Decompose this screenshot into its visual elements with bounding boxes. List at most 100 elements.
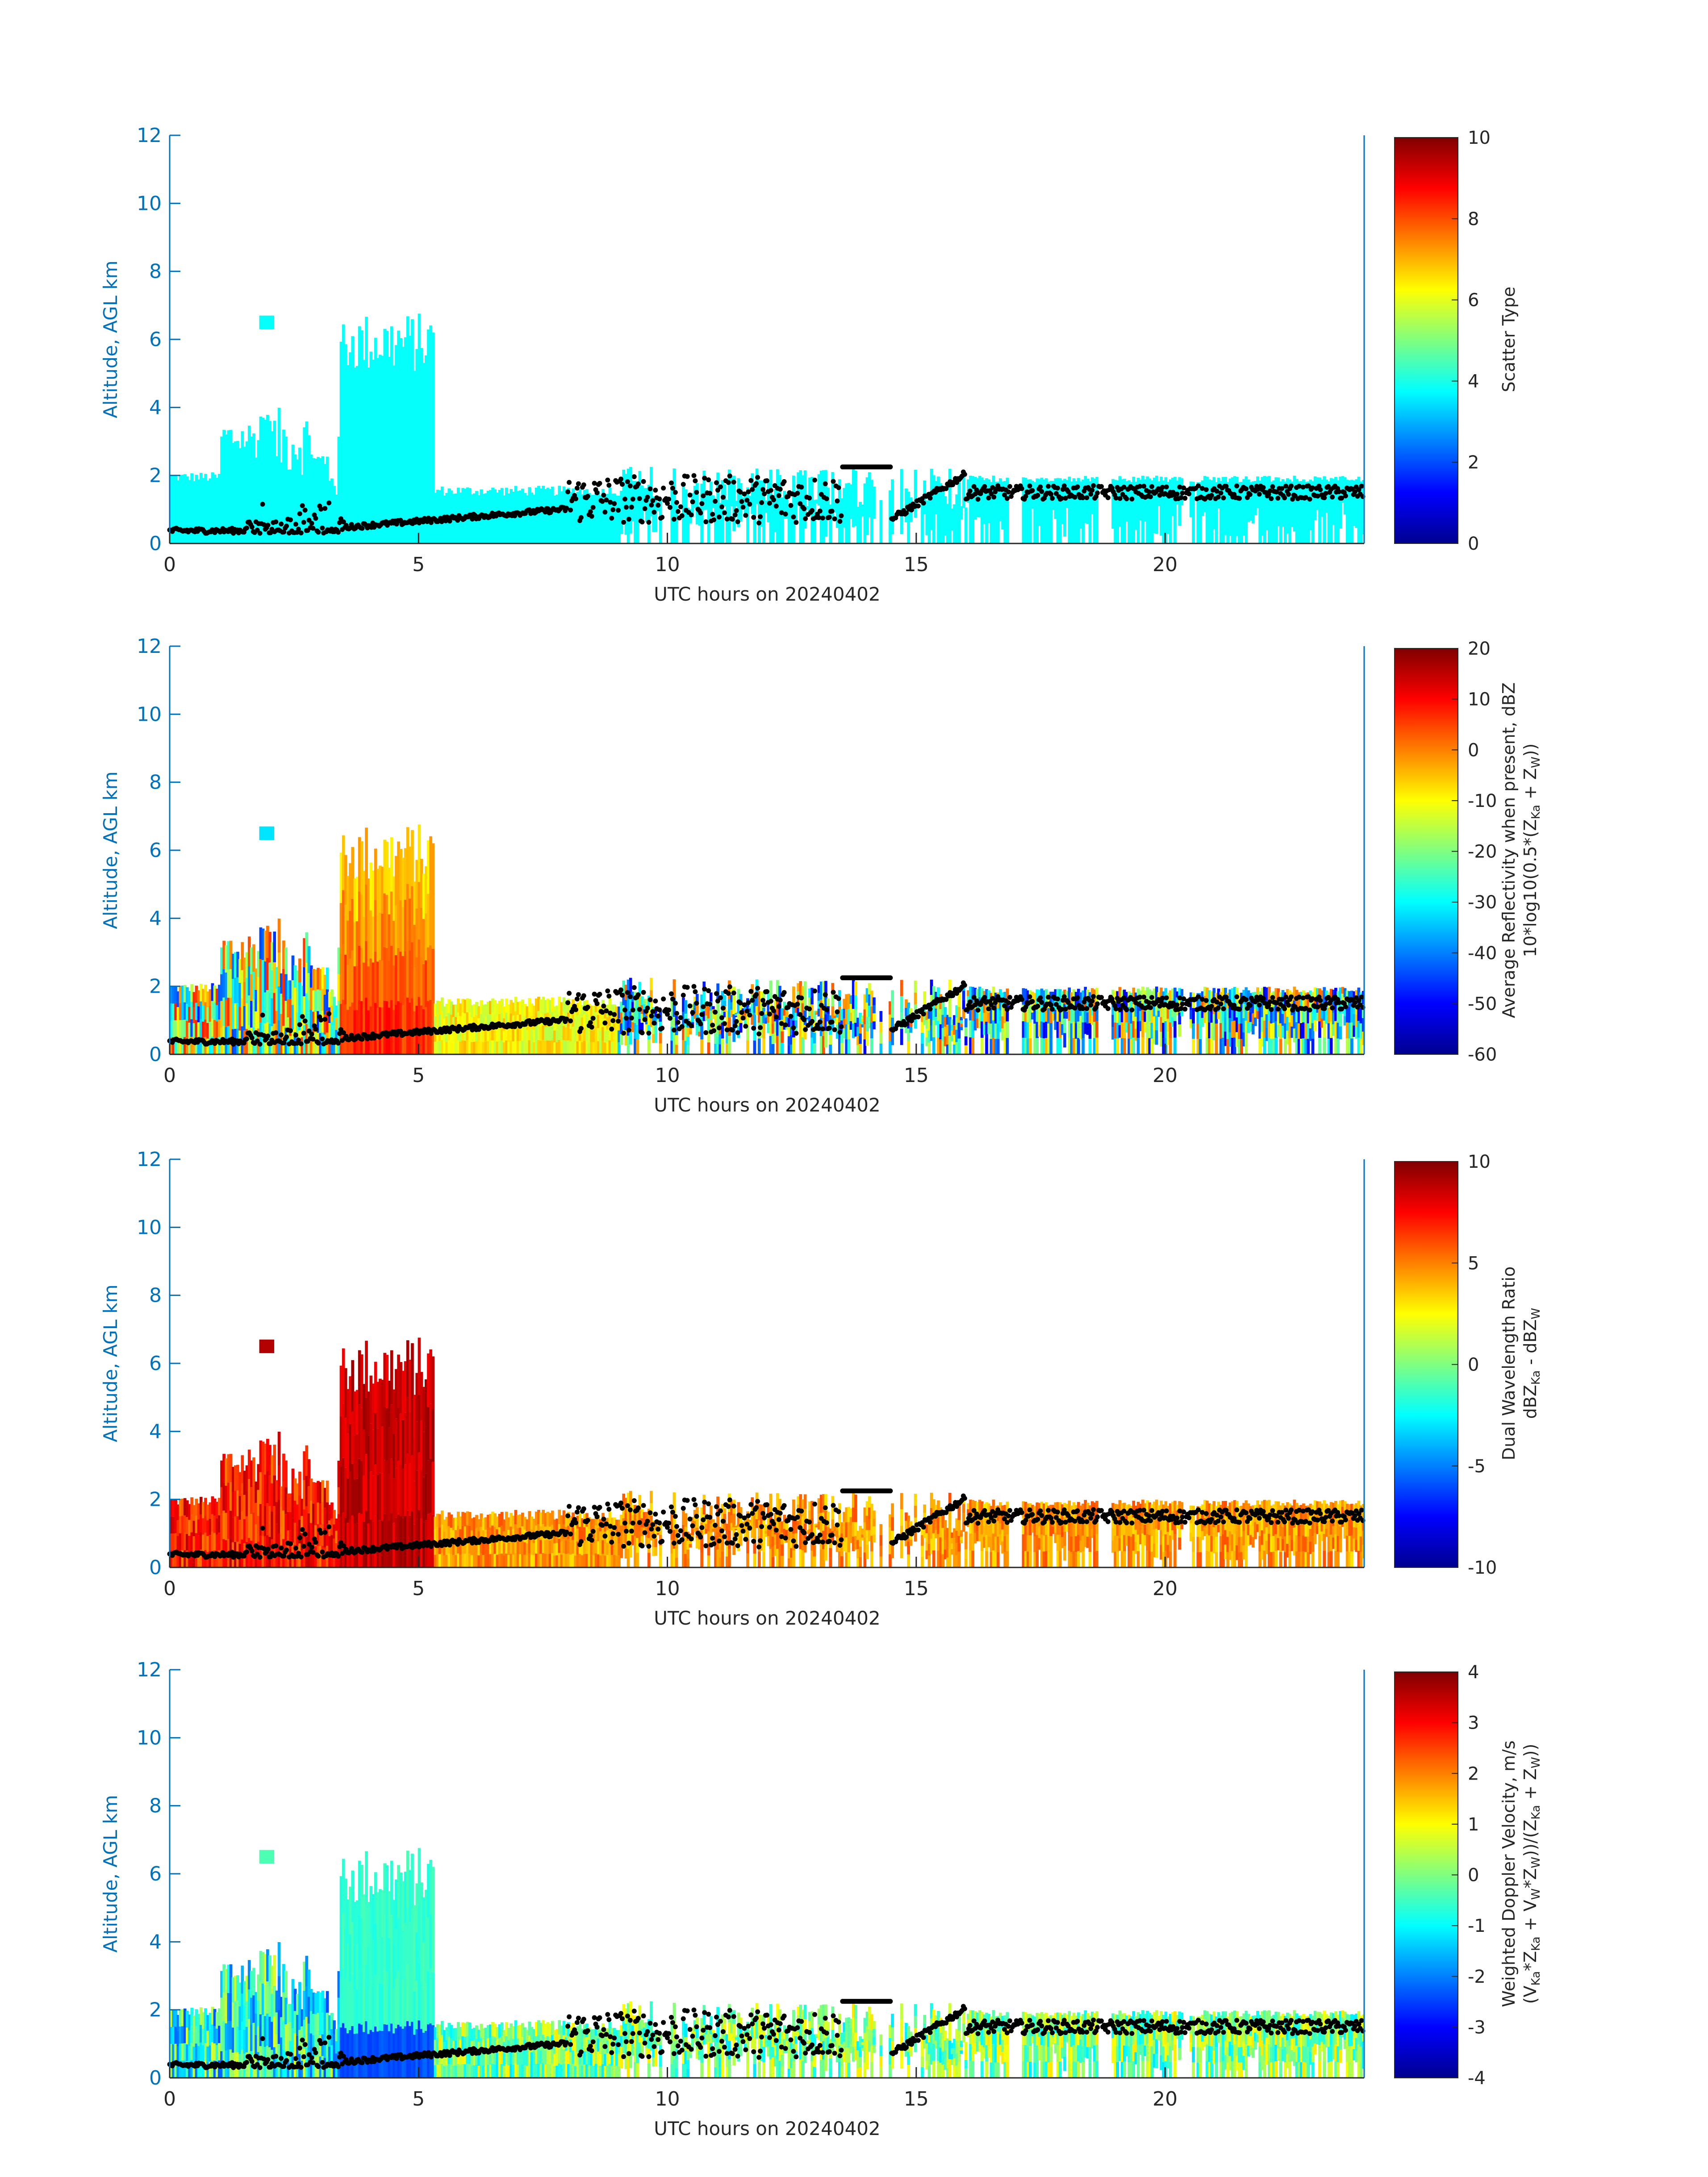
cloud-base-dot: [738, 489, 743, 495]
data-column: [176, 480, 180, 543]
cloud-base-dot: [618, 987, 624, 993]
data-column-segment: [1173, 1037, 1177, 1054]
data-column-segment: [712, 1006, 715, 1010]
data-column: [1042, 479, 1046, 543]
data-column-segment: [923, 991, 926, 1000]
cloud-base-dot: [642, 506, 647, 511]
cloud-base-dot: [625, 479, 630, 485]
data-column: [1028, 479, 1032, 543]
cloud-base-dot: [691, 984, 697, 989]
colorbar-gradient: [1394, 137, 1458, 544]
cloud-base-dot: [965, 496, 970, 501]
data-column-segment: [948, 998, 952, 1017]
cloud-base-dot: [297, 511, 302, 516]
data-column: [1295, 479, 1299, 543]
cloud-base-dot: [609, 1026, 614, 1032]
data-column: [1120, 479, 1124, 543]
cloud-base-dot: [649, 1013, 654, 1019]
data-column: [829, 504, 832, 543]
data-column: [999, 478, 1002, 521]
cloud-base-dot: [1006, 489, 1011, 495]
cloud-base-dot: [759, 1011, 764, 1016]
cloud-base-dot: [1117, 496, 1123, 501]
cloud-base-dot: [764, 989, 769, 994]
data-column: [957, 480, 961, 543]
cloud-base-dot: [1282, 495, 1287, 501]
data-column: [319, 458, 322, 543]
data-column: [879, 500, 883, 543]
cloud-base-dot: [817, 508, 823, 514]
data-column: [367, 368, 371, 543]
cloud-base-dot: [1289, 483, 1294, 489]
cloud-base-dot: [762, 491, 767, 497]
cloud-base-dot: [837, 518, 843, 524]
data-column: [592, 494, 596, 543]
data-column-segment: [891, 990, 894, 1004]
data-column-segment: [801, 1037, 805, 1054]
data-column-segment: [1336, 1038, 1340, 1054]
data-column: [615, 495, 618, 543]
data-column: [835, 499, 839, 528]
data-column: [1293, 476, 1296, 532]
cloud-base-dot: [768, 488, 773, 493]
data-column: [778, 475, 781, 543]
data-column: [1003, 481, 1006, 543]
cloud-base-dot: [257, 1041, 263, 1047]
cloud-base-dot: [657, 1007, 662, 1012]
cloud-base-dot: [727, 984, 732, 990]
data-column-segment: [728, 1036, 731, 1054]
cloud-base-dot: [585, 493, 590, 499]
data-column: [843, 488, 846, 527]
data-column-segment: [1136, 1038, 1140, 1054]
colorbar-tick-label: 6: [1468, 290, 1479, 311]
y-tick-label: 4: [149, 396, 162, 419]
data-column-segment: [284, 947, 288, 974]
data-column-segment: [721, 1038, 724, 1054]
data-column: [1302, 479, 1305, 543]
colorbar-tick-label: -50: [1468, 994, 1497, 1014]
data-column: [744, 495, 747, 514]
data-column-segment: [907, 1041, 910, 1054]
cloud-base-dot: [668, 1015, 673, 1021]
cloud-base-dot: [1059, 496, 1064, 501]
data-column-segment: [686, 1045, 690, 1054]
cloud-base-dot: [744, 497, 750, 503]
data-column-segment: [1339, 1013, 1342, 1027]
cloud-base-dot: [730, 517, 735, 522]
cloud-base-dot: [1091, 483, 1096, 489]
data-column: [569, 492, 572, 543]
data-column: [737, 478, 740, 527]
data-column: [725, 500, 729, 543]
cloud-base-dot: [578, 515, 584, 520]
y-tick-label: 12: [137, 124, 162, 147]
cloud-base-dot: [681, 482, 686, 487]
data-column: [1088, 481, 1092, 543]
cloud-base-dot: [758, 514, 763, 519]
data-column: [817, 474, 821, 506]
cloud-base-dot: [1269, 1007, 1274, 1012]
cloud-base-dot: [829, 1020, 835, 1025]
data-column: [537, 486, 540, 543]
cloud-base-dot: [771, 497, 776, 502]
cloud-base-dot: [888, 975, 893, 981]
data-column: [996, 481, 1000, 543]
data-column: [337, 436, 341, 543]
cloud-base-dot: [750, 487, 755, 492]
cloud-base-dot: [701, 493, 706, 498]
data-column: [585, 489, 589, 543]
cloud-base-dot: [646, 519, 651, 525]
cloud-base-dot: [791, 514, 796, 520]
cloud-base-dot: [1090, 999, 1095, 1004]
cloud-base-dot: [760, 487, 766, 492]
cloud-base-dot: [605, 477, 610, 483]
data-column: [634, 481, 637, 543]
data-column-segment: [873, 1005, 876, 1014]
cloud-base-dot: [798, 501, 803, 506]
data-column: [1036, 478, 1039, 543]
data-column: [372, 359, 375, 543]
cloud-base-dot: [631, 474, 637, 479]
data-column: [822, 470, 825, 543]
data-column: [353, 367, 357, 543]
data-column: [1348, 480, 1351, 543]
cloud-base-dot: [810, 1019, 815, 1024]
